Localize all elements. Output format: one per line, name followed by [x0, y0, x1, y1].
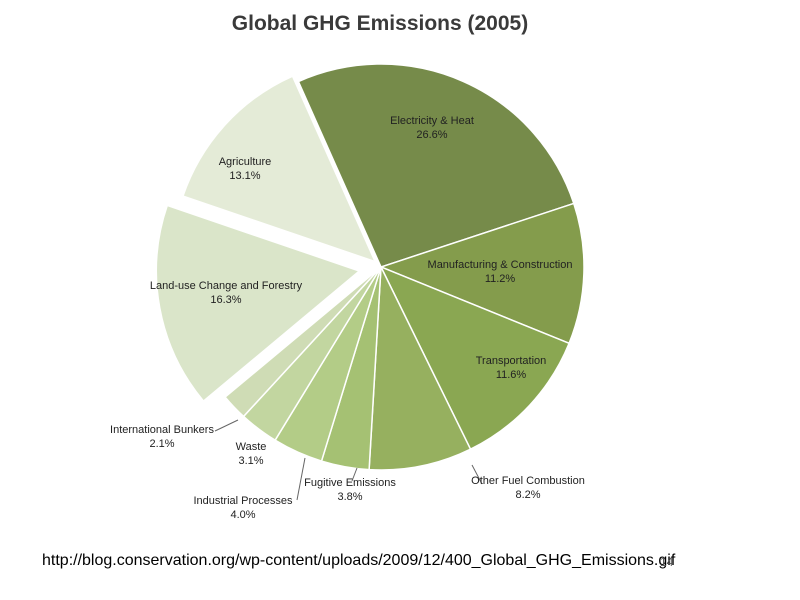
- label-electricity-and-heat: Electricity & Heat 26.6%: [390, 115, 474, 141]
- chart-title: Global GHG Emissions (2005): [231, 12, 529, 35]
- label-other-fuel-combustion: Other Fuel Combustion 8.2%: [471, 475, 585, 501]
- label-industrial-processes: Industrial Processes 4.0%: [193, 495, 293, 521]
- slice-manufacturing-and-construction: [378, 202, 585, 345]
- leader-international-bunkers: [214, 419, 239, 432]
- slice-land-use-change-and-forestry: [155, 204, 361, 403]
- source-url[interactable]: http://blog.conservation.org/wp-content/…: [42, 552, 676, 569]
- label-agriculture: Agriculture 13.1%: [219, 156, 272, 182]
- pie-slices: [155, 63, 585, 471]
- label-land-use-change-and-forestry: Land-use Change and Forestry 16.3%: [150, 280, 303, 306]
- leader-other-fuel-combustion: [471, 464, 483, 485]
- leader-fugitive-emissions: [351, 467, 358, 482]
- slice-transportation: [379, 265, 571, 451]
- leader-industrial-processes: [296, 457, 306, 501]
- label-international-bunkers: International Bunkers 2.1%: [110, 424, 214, 450]
- slice-electricity-and-heat: [297, 63, 575, 268]
- slice-international-bunkers: [224, 266, 382, 418]
- leader-lines: [214, 419, 483, 501]
- label-fugitive-emissions: Fugitive Emissions 3.8%: [304, 477, 396, 503]
- label-waste: Waste 3.1%: [236, 441, 267, 467]
- page-number: 14: [660, 555, 674, 569]
- slice-agriculture: [182, 75, 377, 263]
- label-manufacturing-and-construction: Manufacturing & Construction 11.2%: [428, 259, 573, 285]
- slice-other-fuel-combustion: [368, 264, 472, 471]
- slice-labels: Electricity & Heat 26.6% Manufacturing & C…: [110, 115, 585, 521]
- label-transportation: Transportation 11.6%: [476, 355, 547, 381]
